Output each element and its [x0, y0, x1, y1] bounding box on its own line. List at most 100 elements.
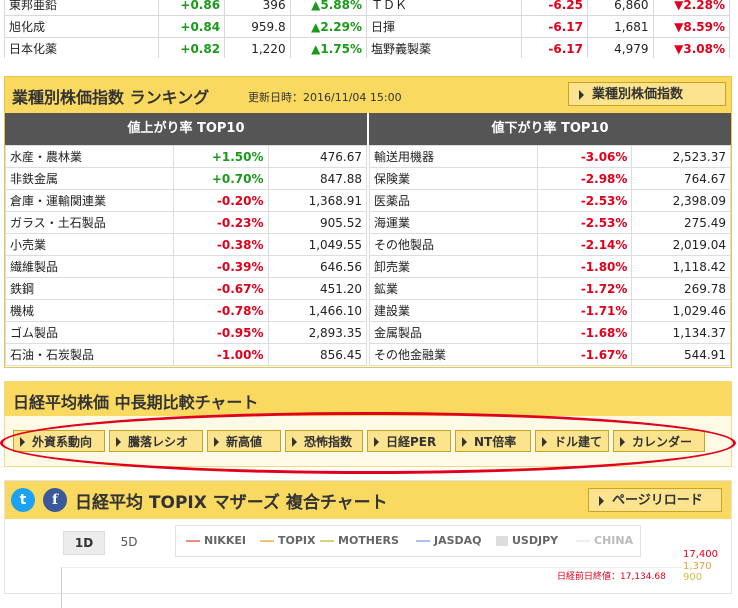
sector-name[interactable]: その他金融業: [369, 343, 538, 366]
sector-name[interactable]: 金属製品: [369, 321, 538, 344]
chart-tab-label: 騰落レシオ: [128, 435, 189, 449]
sector-name[interactable]: 海運業: [369, 211, 538, 234]
chart-tab[interactable]: 外資系動向: [13, 430, 105, 452]
chart-tab[interactable]: カレンダー: [613, 430, 705, 452]
sector-ranking-panel: 業種別株価指数 ランキング 更新日時：2016/11/04 15:00 業種別株…: [4, 76, 732, 368]
arrow-right-icon: [462, 437, 467, 447]
sector-pct: -0.95%: [173, 321, 269, 344]
sector-header: 業種別株価指数 ランキング 更新日時：2016/11/04 15:00 業種別株…: [5, 77, 731, 113]
stock-name[interactable]: 日揮: [365, 15, 523, 38]
table-row: その他金融業 -1.67% 544.91: [369, 343, 731, 366]
reload-button[interactable]: ページリロード: [588, 488, 722, 512]
sector-name[interactable]: 建設業: [369, 299, 538, 322]
sector-name[interactable]: その他製品: [369, 233, 538, 256]
mid-long-header: 日経平均株価 中長期比較チャート: [5, 382, 731, 416]
legend-label: MOTHERS: [338, 534, 399, 547]
stock-price: 1,220: [224, 37, 291, 58]
composite-header: t f 日経平均 TOPIX マザーズ 複合チャート ページリロード: [5, 481, 731, 519]
legend-swatch: [320, 540, 334, 542]
table-row: 金属製品 -1.68% 1,134.37: [369, 321, 731, 344]
chart-tab[interactable]: 日経PER: [367, 430, 451, 452]
sector-pct: -2.53%: [536, 189, 633, 212]
table-row: 機械 -0.78% 1,466.10: [4, 299, 368, 322]
sector-name[interactable]: 鉱業: [369, 277, 538, 300]
sector-name[interactable]: 石油・石炭製品: [4, 343, 175, 366]
sector-name[interactable]: ゴム製品: [4, 321, 175, 344]
sector-name[interactable]: 卸売業: [369, 255, 538, 278]
sector-value: 451.20: [267, 277, 368, 300]
sector-value: 847.88: [267, 167, 368, 190]
sector-pct: -0.67%: [173, 277, 269, 300]
stock-name[interactable]: 東邦亜鉛: [4, 0, 159, 16]
legend-item[interactable]: TOPIX: [260, 534, 316, 547]
legend-label: NIKKEI: [204, 534, 246, 547]
sector-name[interactable]: 小売業: [4, 233, 175, 256]
chart-tab[interactable]: 恐怖指数: [285, 430, 363, 452]
arrow-right-icon: [374, 437, 379, 447]
chart-tab[interactable]: 騰落レシオ: [109, 430, 203, 452]
sector-index-button[interactable]: 業種別株価指数: [568, 82, 726, 106]
sector-pct: -1.80%: [536, 255, 633, 278]
sector-name[interactable]: 保険業: [369, 167, 538, 190]
stock-name[interactable]: 旭化成: [4, 15, 159, 38]
sector-name[interactable]: 機械: [4, 299, 175, 322]
mid-long-chart-panel: 日経平均株価 中長期比較チャート 外資系動向 騰落レシオ 新高値 恐怖指数 日経PER N…: [4, 381, 732, 467]
sector-name[interactable]: 水産・農林業: [4, 145, 175, 168]
stock-name[interactable]: 塩野義製薬: [365, 37, 523, 58]
chart-tab[interactable]: ドル建て: [535, 430, 609, 452]
sector-name[interactable]: 倉庫・運輸関連業: [4, 189, 175, 212]
period-1d-button[interactable]: 1D: [63, 531, 105, 555]
axis-label: 17,400: [683, 549, 718, 560]
legend-item[interactable]: CHINA: [576, 534, 633, 547]
sector-value: 275.49: [631, 211, 731, 234]
sector-name[interactable]: 輸送用機器: [369, 145, 538, 168]
table-row: 石油・石炭製品 -1.00% 856.45: [4, 343, 368, 366]
composite-chart-panel: t f 日経平均 TOPIX マザーズ 複合チャート ページリロード 1D 5D…: [4, 480, 732, 608]
chart-plot-area[interactable]: [61, 567, 682, 608]
sector-value: 905.52: [267, 211, 368, 234]
table-row: 卸売業 -1.80% 1,118.42: [369, 255, 731, 278]
legend-swatch: [496, 536, 508, 546]
sector-pct: +0.70%: [173, 167, 269, 190]
losers-column: 値下がり率 TOP10 輸送用機器 -3.06% 2,523.37 保険業 -2.98%…: [369, 113, 731, 366]
legend-item[interactable]: MOTHERS: [320, 534, 399, 547]
sector-value: 856.45: [267, 343, 368, 366]
sector-pct: -2.14%: [536, 233, 633, 256]
sector-name[interactable]: 医薬品: [369, 189, 538, 212]
arrow-right-icon: [292, 437, 297, 447]
sector-value: 2,893.35: [267, 321, 368, 344]
legend-label: USDJPY: [512, 534, 559, 547]
table-row: 輸送用機器 -3.06% 2,523.37: [369, 145, 731, 168]
legend-item[interactable]: JASDAQ: [416, 534, 482, 547]
sector-value: 544.91: [631, 343, 731, 366]
sector-name[interactable]: ガラス・土石製品: [4, 211, 175, 234]
table-row: 水産・農林業 +1.50% 476.67: [4, 145, 368, 168]
stock-change: -6.17: [521, 15, 588, 38]
sector-pct: -2.53%: [536, 211, 633, 234]
table-row: 旭化成 +0.84 959.8 ▲2.29% 日揮 -6.17 1,681 ▼8.59%: [4, 15, 730, 38]
twitter-icon[interactable]: t: [11, 488, 35, 512]
chart-tab[interactable]: NT倍率: [455, 430, 531, 452]
sector-pct: -0.38%: [173, 233, 269, 256]
table-row: 建設業 -1.71% 1,029.46: [369, 299, 731, 322]
table-row: その他製品 -2.14% 2,019.04: [369, 233, 731, 256]
stock-name[interactable]: ＴＤＫ: [365, 0, 523, 16]
legend-item[interactable]: USDJPY: [496, 534, 558, 547]
sector-updated: 更新日時：2016/11/04 15:00: [248, 91, 402, 104]
sector-name[interactable]: 繊維製品: [4, 255, 175, 278]
legend-item[interactable]: NIKKEI: [186, 534, 246, 547]
table-row: 医薬品 -2.53% 2,398.09: [369, 189, 731, 212]
stock-pct: ▼3.08%: [652, 37, 730, 58]
sector-index-button-label: 業種別株価指数: [592, 87, 684, 102]
facebook-icon[interactable]: f: [43, 488, 67, 512]
sector-name[interactable]: 非鉄金属: [4, 167, 175, 190]
sector-name[interactable]: 鉄鋼: [4, 277, 175, 300]
arrow-right-icon: [20, 437, 25, 447]
stock-name[interactable]: 日本化薬: [4, 37, 159, 58]
period-5d-button[interactable]: 5D: [120, 535, 138, 549]
sector-value: 1,466.10: [267, 299, 368, 322]
chart-tab[interactable]: 新高値: [207, 430, 281, 452]
chart-tab-label: 新高値: [226, 435, 263, 449]
gainers-column: 値上がり率 TOP10 水産・農林業 +1.50% 476.67 非鉄金属 +0.70%…: [4, 113, 368, 366]
stock-price: 1,681: [586, 15, 654, 38]
